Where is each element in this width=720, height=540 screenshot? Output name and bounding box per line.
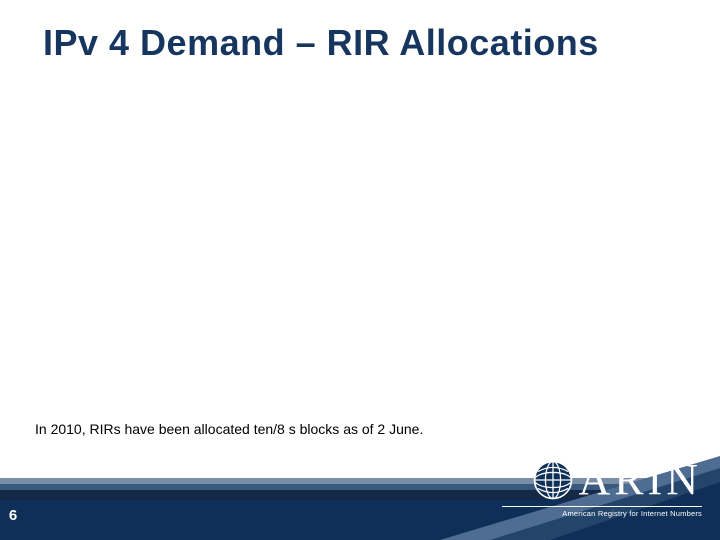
slide-title: IPv 4 Demand – RIR Allocations [43,22,690,64]
slide: IPv 4 Demand – RIR Allocations In 2010, … [0,0,720,540]
globe-icon [532,459,574,501]
body-text: In 2010, RIRs have been allocated ten/8 … [35,420,455,438]
arin-tagline: American Registry for Internet Numbers [502,509,702,518]
page-number: 6 [3,507,23,524]
arin-logo-group: ARIN American Registry for Internet Numb… [502,458,702,536]
tagline-divider [502,506,702,507]
footer-graphic: ARIN American Registry for Internet Numb… [0,450,720,540]
arin-logo: ARIN [502,458,702,502]
arin-logo-text: ARIN [578,458,702,502]
